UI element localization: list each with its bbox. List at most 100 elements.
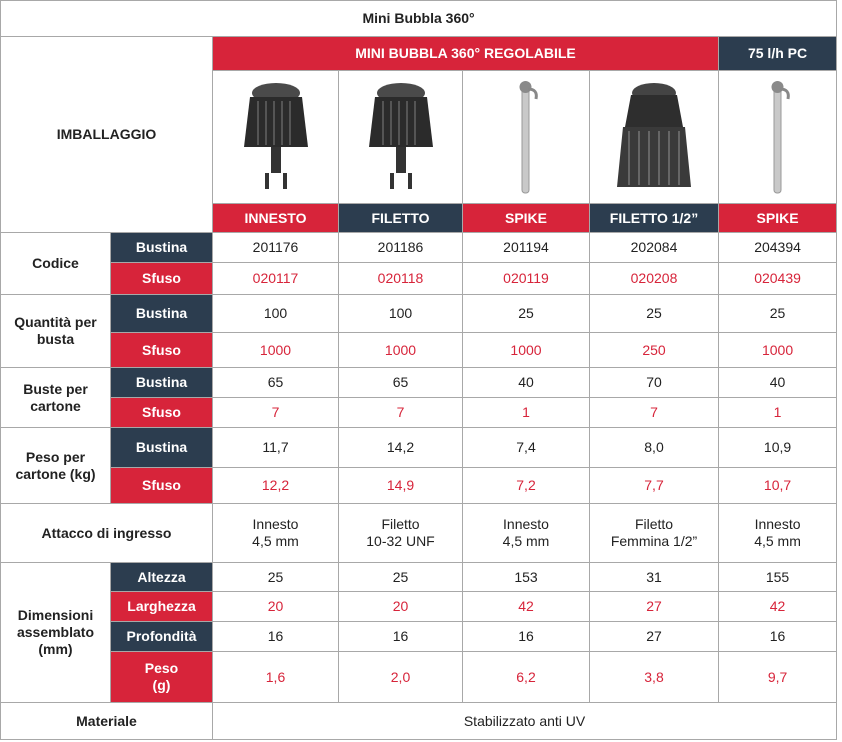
group-header: MINI BUBBLA 360° REGOLABILE (213, 37, 719, 71)
value-cell: 250 (590, 333, 719, 368)
value-cell: 1,6 (213, 652, 339, 703)
value-cell: 100 (339, 295, 463, 333)
row-label: Peso per cartone (kg) (1, 428, 111, 504)
value-cell: Innesto 4,5 mm (463, 504, 590, 563)
value-cell: 020118 (339, 263, 463, 295)
row-label: Attacco di ingresso (1, 504, 213, 563)
value-cell: 8,0 (590, 428, 719, 468)
value-cell: 201194 (463, 233, 590, 263)
value-cell: 1 (463, 398, 590, 428)
product-image (213, 71, 339, 204)
sub-label: Sfuso (111, 468, 213, 504)
sub-label: Sfuso (111, 263, 213, 295)
product-name: FILETTO 1/2” (590, 204, 719, 233)
value-cell: 25 (719, 295, 837, 333)
sub-label: Bustina (111, 295, 213, 333)
value-cell: 155 (719, 563, 837, 592)
value-cell: 153 (463, 563, 590, 592)
value-cell: 7 (213, 398, 339, 428)
row-label: Buste per cartone (1, 368, 111, 428)
sub-label: Sfuso (111, 333, 213, 368)
value-cell: 204394 (719, 233, 837, 263)
sub-label: Altezza (111, 563, 213, 592)
value-cell: 20 (339, 592, 463, 622)
value-cell: 201186 (339, 233, 463, 263)
product-image (590, 71, 719, 204)
sub-label: Bustina (111, 368, 213, 398)
table-row: Sfuso12,214,97,27,710,7 (1, 468, 837, 504)
value-cell: Innesto 4,5 mm (213, 504, 339, 563)
group-header: 75 l/h PC (719, 37, 837, 71)
value-cell: 6,2 (463, 652, 590, 703)
product-photo (609, 75, 699, 195)
table-row: Larghezza2020422742 (1, 592, 837, 622)
value-cell: 2,0 (339, 652, 463, 703)
value-cell: 40 (463, 368, 590, 398)
value-cell: 25 (213, 563, 339, 592)
value-cell: 27 (590, 592, 719, 622)
value-cell: 42 (719, 592, 837, 622)
value-cell: 10,9 (719, 428, 837, 468)
value-cell: Filetto Femmina 1/2” (590, 504, 719, 563)
value-cell: 27 (590, 622, 719, 652)
row-label: Materiale (1, 703, 213, 740)
value-cell: 10,7 (719, 468, 837, 504)
value-cell: 65 (213, 368, 339, 398)
sub-label: Larghezza (111, 592, 213, 622)
value-cell: 16 (463, 622, 590, 652)
value-cell: 40 (719, 368, 837, 398)
row-label: Dimensioni assemblato (mm) (1, 563, 111, 703)
value-cell: 7 (590, 398, 719, 428)
value-cell: 020208 (590, 263, 719, 295)
sub-label: Bustina (111, 233, 213, 263)
product-photo (236, 75, 316, 195)
value-cell: 16 (339, 622, 463, 652)
sub-label: Bustina (111, 428, 213, 468)
product-image (719, 71, 837, 204)
product-image (463, 71, 590, 204)
row-label: Codice (1, 233, 111, 295)
product-name: INNESTO (213, 204, 339, 233)
value-cell: Innesto 4,5 mm (719, 504, 837, 563)
row-label: Quantità per busta (1, 295, 111, 368)
value-cell: 1 (719, 398, 837, 428)
sub-label: Profondità (111, 622, 213, 652)
value-cell: 1000 (463, 333, 590, 368)
value-cell: 25 (463, 295, 590, 333)
table-title: Mini Bubbla 360° (1, 1, 837, 37)
value-cell: 25 (339, 563, 463, 592)
value-cell: 1000 (339, 333, 463, 368)
table-row: Mini Bubbla 360° (1, 1, 837, 37)
value-cell: 16 (213, 622, 339, 652)
value-cell: 7,2 (463, 468, 590, 504)
value-cell: 9,7 (719, 652, 837, 703)
value-cell: 31 (590, 563, 719, 592)
product-name: SPIKE (463, 204, 590, 233)
value-cell: 020117 (213, 263, 339, 295)
value-cell: 1000 (213, 333, 339, 368)
product-image (339, 71, 463, 204)
value-cell: 100 (213, 295, 339, 333)
value-cell: 65 (339, 368, 463, 398)
value-cell: 020119 (463, 263, 590, 295)
product-photo (361, 75, 441, 195)
value-cell: 3,8 (590, 652, 719, 703)
product-table: Mini Bubbla 360°IMBALLAGGIOMINI BUBBLA 3… (0, 0, 837, 740)
value-cell: 11,7 (213, 428, 339, 468)
value-cell: 7,4 (463, 428, 590, 468)
value-cell: 14,9 (339, 468, 463, 504)
product-name: SPIKE (719, 204, 837, 233)
value-cell: 12,2 (213, 468, 339, 504)
header-label: IMBALLAGGIO (1, 37, 213, 233)
